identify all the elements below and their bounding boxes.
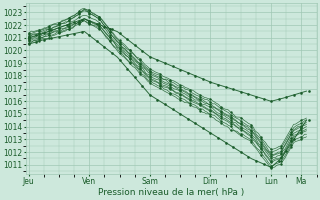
X-axis label: Pression niveau de la mer( hPa ): Pression niveau de la mer( hPa ): [98, 188, 244, 197]
